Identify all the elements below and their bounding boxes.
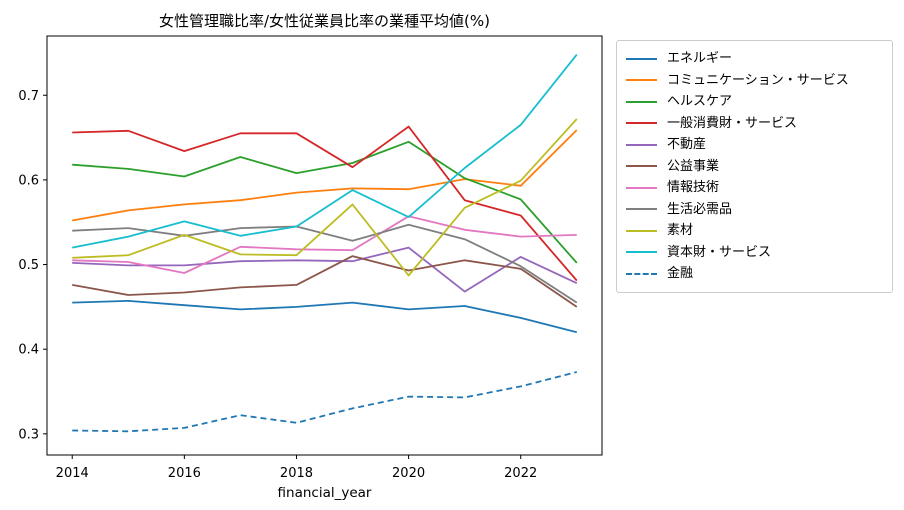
series-line-1 bbox=[72, 129, 578, 222]
legend-item-5: 公益事業 bbox=[626, 156, 884, 178]
legend-label: 生活必需品 bbox=[667, 201, 733, 217]
legend-item-9: 資本財・サービス bbox=[626, 242, 884, 264]
axis-ticks: 2014 2016 2018 2020 2022 0.3 0.4 0.5 0.6 0.7 bbox=[18, 89, 537, 481]
legend-line-swatch bbox=[626, 272, 657, 275]
legend-item-10: 金融 bbox=[626, 263, 884, 285]
x-tick-label: 2016 bbox=[168, 466, 201, 481]
series-line-7 bbox=[72, 223, 578, 304]
x-tick-label: 2014 bbox=[56, 466, 89, 481]
series-line-2 bbox=[72, 140, 578, 264]
legend-item-1: コミュニケーション・サービス bbox=[626, 70, 884, 92]
y-tick-label: 0.7 bbox=[18, 89, 39, 104]
legend-label: 資本財・サービス bbox=[667, 244, 772, 260]
y-tick-label: 0.6 bbox=[18, 173, 39, 188]
y-tick-label: 0.4 bbox=[18, 343, 39, 358]
series-line-6 bbox=[72, 215, 577, 274]
x-tick-label: 2020 bbox=[392, 466, 425, 481]
legend-label: 公益事業 bbox=[667, 158, 720, 174]
y-tick-label: 0.5 bbox=[18, 258, 39, 273]
legend-label: 情報技術 bbox=[667, 180, 720, 195]
legend-line-swatch bbox=[626, 251, 657, 254]
legend-label: ヘルスケア bbox=[667, 94, 733, 109]
legend-line-swatch bbox=[626, 79, 657, 82]
legend-line-swatch bbox=[626, 186, 657, 189]
chart-legend: エネルギーコミュニケーション・サービス ヘルスケア一般消費財・サービス 不動産公益事… bbox=[616, 40, 893, 293]
legend-label: コミュニケーション・サービス bbox=[667, 72, 849, 88]
legend-item-4: 不動産 bbox=[626, 134, 884, 156]
legend-label: 金融 bbox=[667, 266, 694, 281]
legend-line-swatch bbox=[626, 229, 657, 232]
series-line-9 bbox=[72, 54, 578, 249]
legend-item-3: 一般消費財・サービス bbox=[626, 113, 884, 135]
legend-line-swatch bbox=[626, 100, 657, 103]
legend-label: エネルギー bbox=[667, 51, 733, 66]
series-line-3 bbox=[72, 125, 578, 282]
legend-line-swatch bbox=[626, 165, 657, 168]
plot-border bbox=[46, 35, 603, 456]
series-line-5 bbox=[72, 255, 578, 308]
legend-item-0: エネルギー bbox=[626, 48, 884, 70]
legend-label: 不動産 bbox=[667, 137, 707, 152]
series-line-10 bbox=[72, 371, 578, 433]
legend-line-swatch bbox=[626, 143, 657, 146]
legend-item-6: 情報技術 bbox=[626, 177, 884, 199]
x-tick-label: 2018 bbox=[280, 466, 313, 481]
series-line-8 bbox=[72, 118, 578, 277]
legend-line-swatch bbox=[626, 122, 657, 125]
chart-title: 女性管理職比率/女性従業員比率の業種平均値(%) bbox=[159, 12, 490, 30]
legend-item-7: 生活必需品 bbox=[626, 199, 884, 221]
x-axis-title: financial_year bbox=[278, 485, 372, 501]
series-line-0 bbox=[72, 299, 578, 334]
series-line-4 bbox=[72, 246, 578, 293]
legend-label: 一般消費財・サービス bbox=[667, 115, 798, 131]
legend-item-8: 素材 bbox=[626, 220, 884, 242]
legend-label: 素材 bbox=[667, 223, 694, 238]
series-lines bbox=[72, 54, 578, 433]
legend-item-2: ヘルスケア bbox=[626, 91, 884, 113]
y-tick-label: 0.3 bbox=[18, 427, 39, 442]
legend-line-swatch bbox=[626, 57, 657, 60]
x-tick-label: 2022 bbox=[504, 466, 537, 481]
legend-line-swatch bbox=[626, 208, 657, 211]
